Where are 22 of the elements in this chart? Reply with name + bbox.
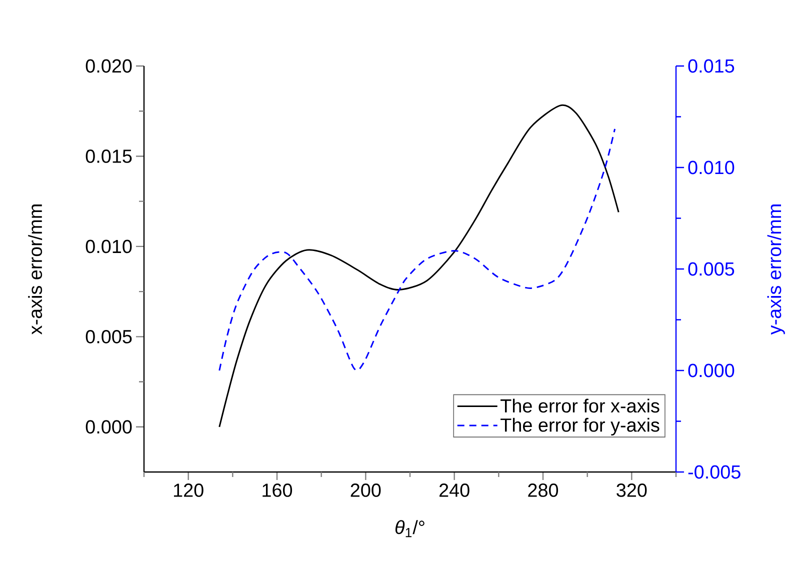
- x-tick-label: 200: [350, 484, 381, 497]
- y2-axis-title: y-axis error/mm: [767, 204, 785, 335]
- y2-tick-label: 0.000: [688, 364, 734, 378]
- x-tick-label: 160: [262, 484, 292, 497]
- legend-label: The error for x-axis: [500, 398, 660, 413]
- y2-tick-label: 0.005: [688, 262, 734, 276]
- y-axis-title: x-axis error/mm: [28, 204, 42, 335]
- y-tick-label: 0.005: [86, 330, 132, 344]
- x-axis-title: θ$_{1}$/°: [395, 520, 424, 538]
- line-series: [218, 128, 616, 372]
- x-tick-label: 280: [528, 484, 558, 497]
- x-tick-label: 120: [174, 484, 204, 497]
- y-tick-label: 0.015: [86, 150, 132, 163]
- y-tick-label: 0.000: [86, 420, 132, 434]
- y2-tick-label: -0.005: [688, 465, 740, 479]
- y2-tick-label: 0.015: [688, 59, 734, 73]
- y2-tick-label: 0.010: [688, 160, 734, 174]
- y-tick-label: 0.010: [86, 240, 132, 254]
- x-tick-label: 320: [616, 484, 647, 497]
- x-tick-label: 240: [440, 484, 470, 497]
- y-tick-label: 0.020: [86, 59, 132, 73]
- legend-label: The error for y-axis: [500, 418, 660, 436]
